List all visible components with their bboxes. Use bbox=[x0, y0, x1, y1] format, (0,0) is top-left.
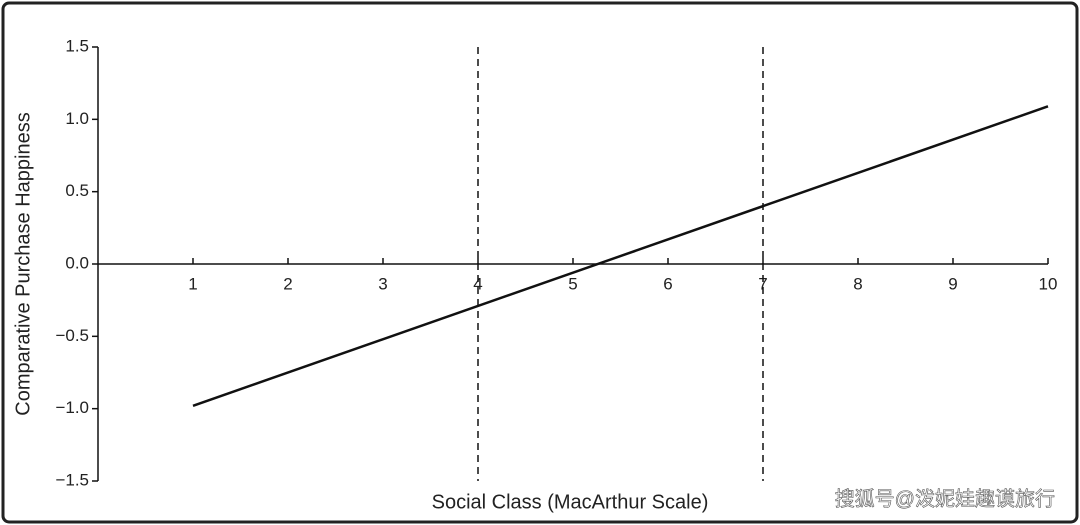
data-line bbox=[192, 105, 1049, 407]
x-tick-label: 5 bbox=[568, 274, 577, 293]
x-tick-label: 8 bbox=[853, 274, 862, 293]
x-tick-label: 10 bbox=[1039, 274, 1058, 293]
x-tick-label: 4 bbox=[473, 274, 482, 293]
x-tick-label: 2 bbox=[283, 274, 292, 293]
watermark: 搜狐号@泼妮娃趣谟旅行 bbox=[835, 487, 1055, 510]
y-axis-label: Comparative Purchase Happiness bbox=[12, 112, 34, 416]
y-tick-label: 1.5 bbox=[65, 36, 89, 55]
x-tick-label: 6 bbox=[663, 274, 672, 293]
y-tick-label: 0.0 bbox=[65, 253, 89, 272]
x-tick-label: 9 bbox=[948, 274, 957, 293]
y-tick-label: 1.0 bbox=[65, 109, 89, 128]
y-tick-label: −0.5 bbox=[55, 326, 89, 345]
x-tick-label: 3 bbox=[378, 274, 387, 293]
x-tick-label: 1 bbox=[188, 274, 197, 293]
x-axis-label: Social Class (MacArthur Scale) bbox=[432, 491, 709, 513]
y-tick-label: 0.5 bbox=[65, 181, 89, 200]
y-tick-label: −1.0 bbox=[55, 398, 89, 417]
y-tick-label: −1.5 bbox=[55, 470, 89, 489]
x-tick-label: 7 bbox=[758, 274, 767, 293]
